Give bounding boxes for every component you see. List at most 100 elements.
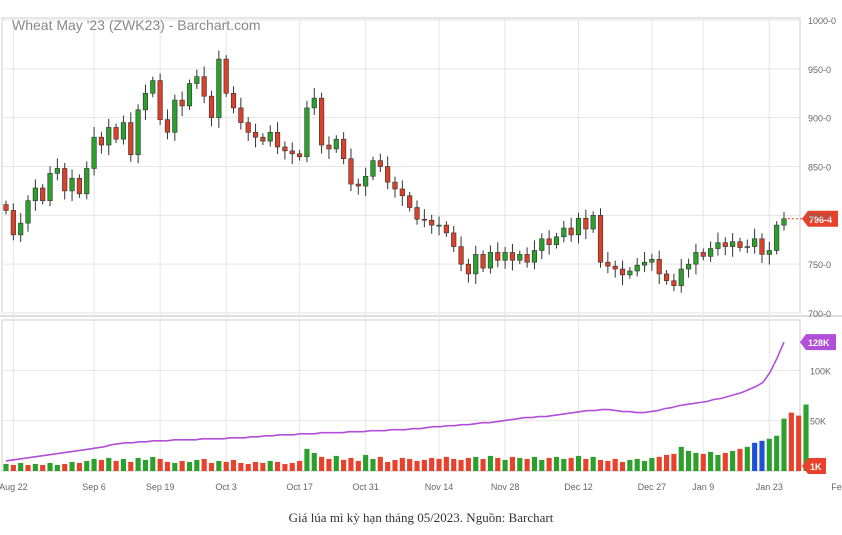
volume-bar (172, 462, 178, 471)
candle-body (656, 258, 662, 275)
candle-body (708, 248, 714, 257)
volume-bar (590, 456, 596, 471)
volume-bar (752, 442, 758, 471)
volume-tick-label: 100K (810, 366, 831, 376)
candle-body (686, 263, 692, 270)
volume-bar (238, 462, 244, 471)
price-tick-label: 800-0 (808, 211, 831, 221)
volume-bar (796, 415, 802, 471)
volume-bar (311, 452, 317, 471)
candle-body (282, 146, 288, 152)
candle-body (106, 127, 112, 146)
candle-body (10, 210, 16, 236)
figure-caption: Giá lúa mì kỳ hạn tháng 05/2023. Nguồn: … (288, 510, 554, 525)
grid-layer (0, 17, 842, 472)
candle-body (238, 107, 244, 123)
candle-body (201, 76, 207, 97)
volume-bar (766, 438, 772, 471)
price-tick-label: 900-0 (808, 114, 831, 124)
x-tick-label: Oct 31 (352, 482, 379, 492)
candle-body (25, 200, 31, 224)
candle-body (370, 160, 376, 177)
candle-body (311, 97, 317, 109)
candle-body (612, 265, 618, 270)
volume-bar (319, 456, 325, 471)
open-interest-tag (800, 334, 836, 351)
volume-bar (341, 459, 347, 471)
candle-body (619, 268, 626, 276)
volume-bar (663, 454, 670, 471)
price-panel: 796-4 (3, 50, 838, 293)
candle-body (150, 80, 156, 94)
volume-bar (326, 458, 332, 471)
candle-body (186, 83, 193, 107)
volume-bar (150, 456, 156, 471)
x-tick-label: Sep 19 (146, 482, 175, 492)
volume-bar (583, 458, 589, 471)
candle-body (722, 242, 728, 247)
candle-body (759, 238, 765, 255)
volume-bar (377, 456, 383, 471)
candle-body (487, 252, 493, 269)
volume-bar (649, 457, 655, 471)
candle-body (421, 218, 427, 221)
volume-bar (113, 460, 119, 471)
volume-bar (348, 457, 354, 471)
volume-bar (451, 458, 457, 471)
candle-body (546, 238, 552, 245)
candle-body (649, 258, 655, 263)
candle-body (781, 218, 787, 226)
open-interest-label: 128K (808, 338, 830, 348)
candle-body (69, 177, 75, 192)
axis-labels: 1000-0 950-0 900-0 850-0 800-0 750-0 700-0 100K… (0, 16, 842, 492)
x-tick-label: Jan 23 (756, 482, 783, 492)
price-tick-label: 750-0 (808, 260, 831, 270)
candle-body (663, 273, 670, 282)
volume-bar (32, 463, 38, 471)
candle-body (377, 160, 383, 167)
volume-bar (788, 412, 794, 471)
volume-bar (54, 464, 60, 471)
candle-body (91, 136, 97, 169)
volume-bar (40, 464, 46, 471)
candle-body (326, 144, 332, 150)
candle-body (267, 132, 273, 142)
volume-bar (539, 459, 545, 471)
volume-bar (274, 461, 281, 471)
volume-bar (333, 455, 339, 471)
candle-body (627, 270, 633, 276)
candle-body (730, 241, 736, 247)
candle-body (40, 187, 46, 201)
candle-body (671, 280, 677, 286)
candle-body (678, 268, 684, 286)
candle-body (641, 261, 648, 266)
volume-bar (715, 454, 721, 471)
candle-body (473, 254, 479, 275)
volume-bar (414, 460, 420, 471)
volume-bar (671, 453, 677, 471)
candle-body (509, 252, 516, 261)
candle-body (634, 264, 640, 272)
candle-body (517, 254, 523, 261)
candle-body (539, 238, 545, 251)
volume-bar (656, 456, 662, 471)
candle-body (524, 254, 530, 263)
volume-bar (76, 462, 82, 471)
volume-bar (201, 458, 207, 471)
last-price-tag (802, 210, 838, 227)
volume-bar (3, 463, 9, 471)
candle-body (18, 222, 24, 236)
volume-bar (759, 440, 765, 471)
volume-bar (363, 454, 369, 471)
candle-body (443, 224, 449, 234)
candle-body (157, 80, 163, 120)
volume-bar (553, 456, 560, 471)
candle-body (399, 188, 405, 197)
volume-bar (289, 462, 295, 471)
candle-body (348, 158, 354, 185)
candle-body (766, 250, 772, 255)
candle-body (752, 238, 758, 247)
candle-body (3, 204, 9, 211)
candle-body (289, 150, 295, 155)
candle-body (62, 168, 68, 192)
